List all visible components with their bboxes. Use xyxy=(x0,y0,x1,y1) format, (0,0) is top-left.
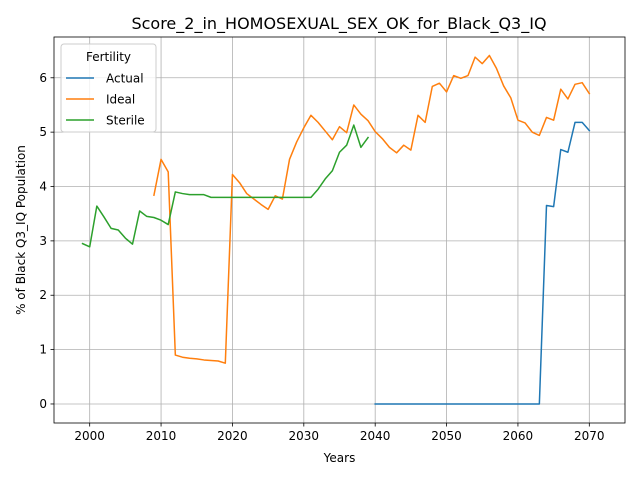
legend-label-actual: Actual xyxy=(106,72,144,86)
y-tick-label: 6 xyxy=(39,71,47,85)
x-axis-label: Years xyxy=(323,451,356,465)
x-tick-label: 2020 xyxy=(217,429,248,443)
x-tick-label: 2050 xyxy=(431,429,462,443)
y-tick-label: 4 xyxy=(39,180,47,194)
x-tick-label: 2030 xyxy=(289,429,320,443)
legend-label-ideal: Ideal xyxy=(106,93,135,107)
x-tick-label: 2060 xyxy=(503,429,534,443)
legend: Fertility Actual Ideal Sterile xyxy=(60,43,157,133)
series-layer xyxy=(81,54,591,405)
plot-frame xyxy=(53,36,626,424)
x-tick-label: 2000 xyxy=(74,429,105,443)
y-tick-label: 5 xyxy=(39,125,47,139)
legend-entries: Actual Ideal Sterile xyxy=(66,72,145,128)
series-line-ideal xyxy=(153,54,591,364)
grid-lines xyxy=(54,37,625,423)
x-tick-label: 2010 xyxy=(146,429,177,443)
series-line-actual xyxy=(374,121,591,405)
x-tick-label: 2040 xyxy=(360,429,391,443)
x-tick-label: 2070 xyxy=(574,429,605,443)
chart-title: Score_2_in_HOMOSEXUAL_SEX_OK_for_Black_Q… xyxy=(131,14,546,34)
legend-box xyxy=(60,43,157,133)
y-tick-label: 0 xyxy=(39,397,47,411)
legend-title: Fertility xyxy=(86,50,131,64)
y-tick-label: 1 xyxy=(39,343,47,357)
y-tick-label: 3 xyxy=(39,234,47,248)
y-axis-label: % of Black Q3_IQ Population xyxy=(14,145,28,315)
y-tick-label: 2 xyxy=(39,288,47,302)
legend-label-sterile: Sterile xyxy=(106,114,145,128)
axis-ticks: 2000 2010 2020 2030 2040 2050 2060 2070 0 1 2 3 4 5 6 xyxy=(39,71,604,443)
series-line-sterile xyxy=(81,124,370,248)
